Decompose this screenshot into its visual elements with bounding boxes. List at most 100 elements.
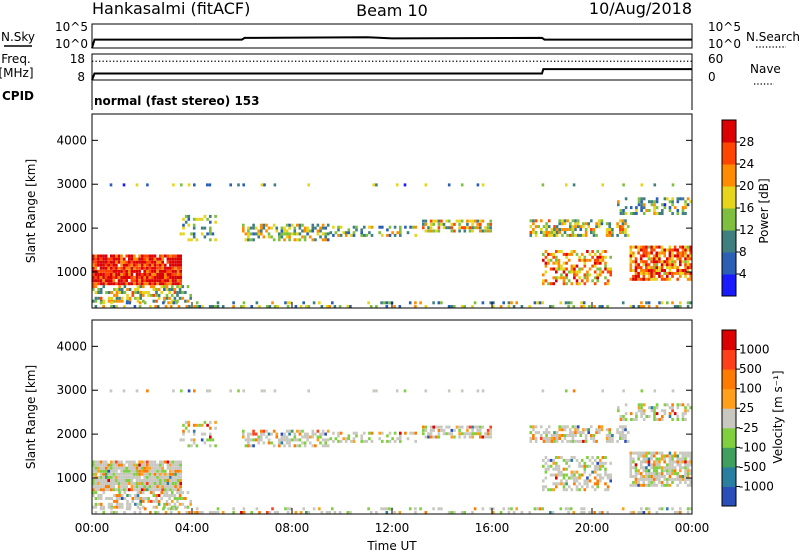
velocity-cell xyxy=(532,434,535,437)
power-cell xyxy=(634,271,638,275)
velocity-cell xyxy=(242,432,245,436)
velocity-cell xyxy=(92,485,95,489)
velocity-cell xyxy=(189,502,192,506)
velocity-cell xyxy=(176,488,180,492)
power-cell xyxy=(307,183,310,187)
velocity-cell xyxy=(549,458,553,462)
velocity-cell xyxy=(306,432,309,436)
power-cell xyxy=(209,232,212,236)
power-cell xyxy=(647,251,651,255)
velocity-cell xyxy=(171,475,175,479)
velocity-cell xyxy=(634,480,638,484)
power-cell xyxy=(681,197,685,201)
velocity-cell xyxy=(128,482,131,485)
velocity-cell xyxy=(528,511,531,514)
power-cell xyxy=(179,282,182,286)
velocity-cell xyxy=(647,457,651,461)
velocity-cell xyxy=(437,425,441,429)
velocity-cell xyxy=(596,461,599,465)
velocity-cell xyxy=(99,494,103,497)
velocity-cell xyxy=(229,389,232,393)
velocity-cell xyxy=(165,502,169,506)
velocity-cell xyxy=(668,451,672,455)
power-cell xyxy=(419,301,422,305)
velocity-cell xyxy=(557,473,561,477)
velocity-cell xyxy=(639,475,643,478)
power-cell xyxy=(214,238,217,242)
power-cell xyxy=(332,233,335,237)
velocity-colorbar-tick-label: -25 xyxy=(739,421,759,435)
power-cell xyxy=(107,296,111,300)
power-cell xyxy=(642,203,646,207)
velocity-cell xyxy=(599,464,602,468)
power-cell xyxy=(686,263,690,267)
power-cell xyxy=(445,226,448,230)
velocity-cell xyxy=(92,482,95,485)
velocity-cell xyxy=(99,466,103,470)
power-cell xyxy=(591,255,594,259)
velocity-cell xyxy=(319,435,322,439)
power-cell xyxy=(658,254,661,258)
power-cell xyxy=(629,251,633,255)
velocity-cell xyxy=(642,475,646,478)
power-cell xyxy=(209,226,212,230)
power-cell xyxy=(296,223,299,227)
velocity-cell xyxy=(169,466,172,470)
power-cell xyxy=(270,235,273,239)
power-cell xyxy=(174,260,177,264)
power-cell xyxy=(642,251,646,255)
velocity-cell xyxy=(550,434,554,437)
power-cell xyxy=(639,260,643,264)
velocity-cell xyxy=(668,472,672,476)
velocity-cell xyxy=(689,507,692,511)
velocity-cell xyxy=(138,472,141,476)
power-cell xyxy=(158,279,162,283)
power-cell xyxy=(676,271,679,275)
velocity-cell xyxy=(162,507,165,511)
power-cell xyxy=(153,260,157,264)
velocity-cell xyxy=(370,439,374,443)
power-cell xyxy=(582,305,586,308)
power-cell xyxy=(193,183,196,187)
power-cell xyxy=(128,269,131,273)
velocity-colorbar-tick-label: 25 xyxy=(739,401,754,415)
power-cell xyxy=(174,269,177,273)
velocity-cell xyxy=(324,438,327,442)
power-cell xyxy=(507,301,511,305)
velocity-cell xyxy=(655,457,659,461)
power-cell xyxy=(109,183,113,187)
velocity-cell xyxy=(621,428,625,432)
velocity-cell xyxy=(148,466,152,470)
power-cell xyxy=(169,269,172,273)
velocity-cell xyxy=(606,485,610,489)
velocity-cell xyxy=(151,482,154,485)
power-cell xyxy=(92,257,95,261)
velocity-cell xyxy=(637,511,641,514)
velocity-cell xyxy=(632,457,635,461)
velocity-cell xyxy=(94,479,98,482)
velocity-cell xyxy=(572,389,576,393)
velocity-cell xyxy=(440,428,443,432)
velocity-cell xyxy=(632,483,635,487)
power-cell xyxy=(149,293,153,297)
power-cell xyxy=(117,257,121,261)
power-cell xyxy=(671,263,674,267)
power-cell xyxy=(645,209,648,212)
velocity-cell xyxy=(337,439,340,443)
power-cell xyxy=(148,260,152,264)
velocity-cell xyxy=(647,480,651,484)
velocity-cell xyxy=(399,437,402,441)
velocity-cell xyxy=(170,491,174,495)
power-cell xyxy=(629,245,633,249)
velocity-cell xyxy=(601,389,604,393)
velocity-cell xyxy=(619,415,623,418)
velocity-cell xyxy=(655,406,659,410)
power-cell xyxy=(671,274,674,278)
power-cell xyxy=(94,254,98,258)
velocity-cell xyxy=(593,458,597,462)
power-cell xyxy=(561,228,564,231)
velocity-cell xyxy=(555,439,559,443)
velocity-cell xyxy=(532,428,535,432)
power-cell xyxy=(609,273,612,277)
velocity-cell xyxy=(140,488,144,492)
